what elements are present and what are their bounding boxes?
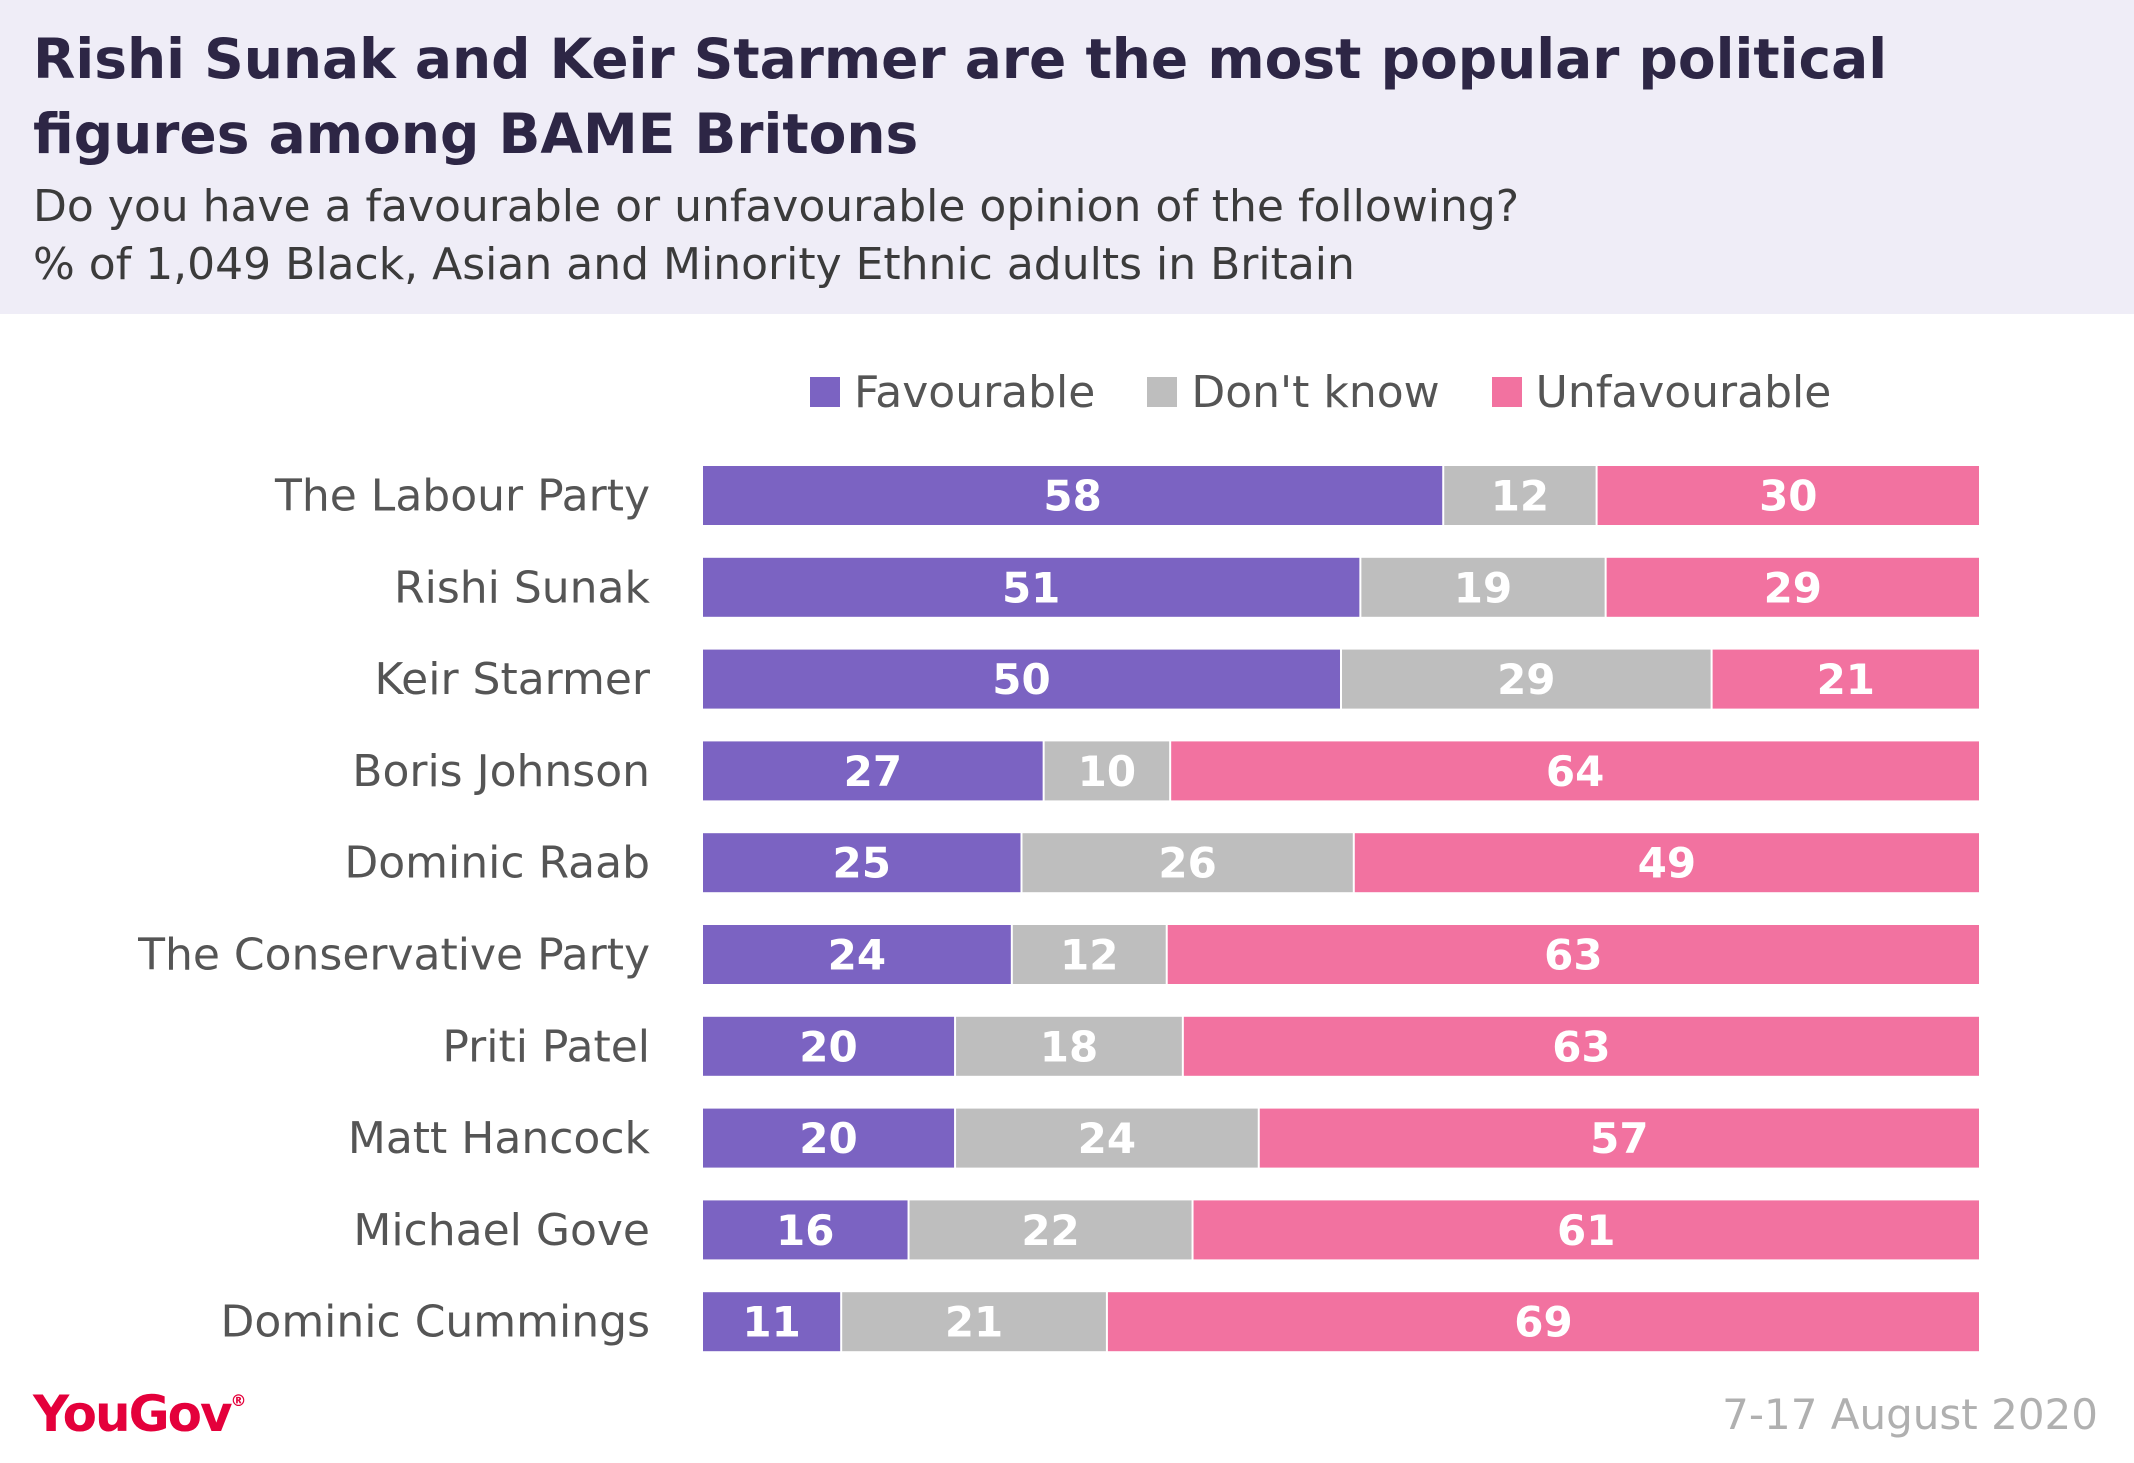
chart-title: Rishi Sunak and Keir Starmer are the mos… (33, 27, 1888, 166)
bar-segment-favourable (703, 741, 1043, 801)
fieldwork-date: 7-17 August 2020 (1722, 1390, 2098, 1439)
bar-segment-don-t-know (842, 1292, 1106, 1352)
data-label: 50 (992, 655, 1050, 704)
bar-segment-unfavourable (1259, 1108, 1979, 1168)
category-label: Boris Johnson (352, 746, 650, 797)
chart-subtitle: Do you have a favourable or unfavourable… (33, 178, 2113, 294)
bar-segment-don-t-know (956, 1016, 1182, 1076)
header-banner: Rishi Sunak and Keir Starmer are the mos… (0, 0, 2134, 314)
bar-segment-don-t-know (909, 1200, 1192, 1260)
category-label: The Conservative Party (137, 930, 650, 981)
legend-swatch (1147, 377, 1178, 407)
bar-segment-unfavourable (1107, 1292, 1979, 1352)
data-label: 64 (1546, 747, 1604, 796)
data-label: 57 (1590, 1114, 1648, 1163)
legend-item-don-t-know: Don't know (1147, 366, 1440, 418)
data-label: 63 (1552, 1022, 1610, 1071)
category-label: Dominic Cummings (221, 1297, 650, 1348)
bar-segment-don-t-know (1342, 649, 1711, 709)
bar-segment-unfavourable (1183, 1016, 1979, 1076)
bar-segment-favourable (703, 1016, 955, 1076)
bar-segment-unfavourable (1167, 925, 1979, 984)
data-label: 20 (799, 1022, 857, 1071)
data-label: 12 (1060, 931, 1118, 980)
data-label: 12 (1491, 472, 1549, 521)
category-label: Dominic Raab (344, 838, 650, 889)
data-label: 27 (844, 747, 902, 796)
subtitle-question: Do you have a favourable or unfavourable… (33, 181, 1520, 232)
bar-segment-don-t-know (1044, 741, 1170, 801)
bar-segment-unfavourable (1171, 741, 1979, 801)
legend-swatch (1491, 377, 1522, 407)
data-label: 29 (1764, 563, 1822, 612)
data-label: 49 (1638, 839, 1696, 888)
legend-item-favourable: Favourable (810, 367, 1095, 418)
category-label: Priti Patel (442, 1021, 650, 1072)
legend-swatch (810, 377, 840, 407)
data-label: 63 (1544, 931, 1602, 980)
bar-segment-unfavourable (1354, 833, 1979, 893)
bar-segment-don-t-know (1012, 925, 1166, 984)
data-label: 51 (1002, 563, 1060, 612)
bar-segment-favourable (703, 1200, 908, 1260)
data-label: 21 (945, 1298, 1003, 1347)
data-label: 30 (1759, 472, 1817, 521)
data-label: 24 (1078, 1114, 1136, 1163)
category-label: Michael Gove (353, 1205, 650, 1256)
bar-segment-favourable (703, 557, 1360, 617)
bar-segment-favourable (703, 466, 1443, 525)
data-label: 19 (1454, 563, 1512, 612)
category-label: Matt Hancock (348, 1113, 651, 1164)
data-label: 61 (1557, 1206, 1615, 1255)
legend-label: Favourable (854, 366, 1096, 418)
subtitle-sample: % of 1,049 Black, Asian and Minority Eth… (33, 239, 1355, 290)
legend-label: Don't know (1191, 366, 1440, 418)
category-label: The Labour Party (274, 471, 650, 522)
bar-segment-don-t-know (1022, 833, 1353, 893)
data-label: 22 (1021, 1206, 1079, 1255)
data-label: 25 (833, 839, 891, 888)
bar-segment-favourable (703, 833, 1021, 893)
bar-segment-favourable (703, 1292, 841, 1352)
category-label: Rishi Sunak (394, 562, 650, 613)
category-label: Keir Starmer (374, 654, 650, 705)
bar-segment-favourable (703, 649, 1340, 709)
data-label: 18 (1040, 1022, 1098, 1071)
data-label: 10 (1078, 747, 1136, 796)
bar-segment-favourable (703, 1108, 955, 1168)
bar-segment-don-t-know (1444, 466, 1596, 525)
legend-item-unfavourable: Unfavourable (1491, 366, 1832, 418)
data-label: 20 (799, 1114, 857, 1163)
bar-segment-unfavourable (1193, 1200, 1979, 1260)
data-label: 16 (776, 1206, 834, 1255)
bar-segment-unfavourable (1597, 466, 1979, 525)
legend: Favourable Don't know Unfavourable (810, 362, 1831, 422)
data-label: 21 (1817, 655, 1875, 704)
data-label: 26 (1158, 839, 1216, 888)
yougov-logo: YouGov® (33, 1385, 247, 1443)
bar-segment-unfavourable (1606, 557, 1979, 617)
data-label: 29 (1497, 655, 1555, 704)
legend-label: Unfavourable (1535, 366, 1832, 418)
data-label: 69 (1514, 1298, 1572, 1347)
bar-segment-favourable (703, 925, 1011, 984)
bar-segment-unfavourable (1712, 649, 1979, 709)
bar-segment-don-t-know (1361, 557, 1605, 617)
bar-segment-don-t-know (956, 1108, 1258, 1168)
data-label: 58 (1043, 472, 1101, 521)
data-label: 24 (828, 931, 886, 980)
data-label: 11 (742, 1298, 800, 1347)
